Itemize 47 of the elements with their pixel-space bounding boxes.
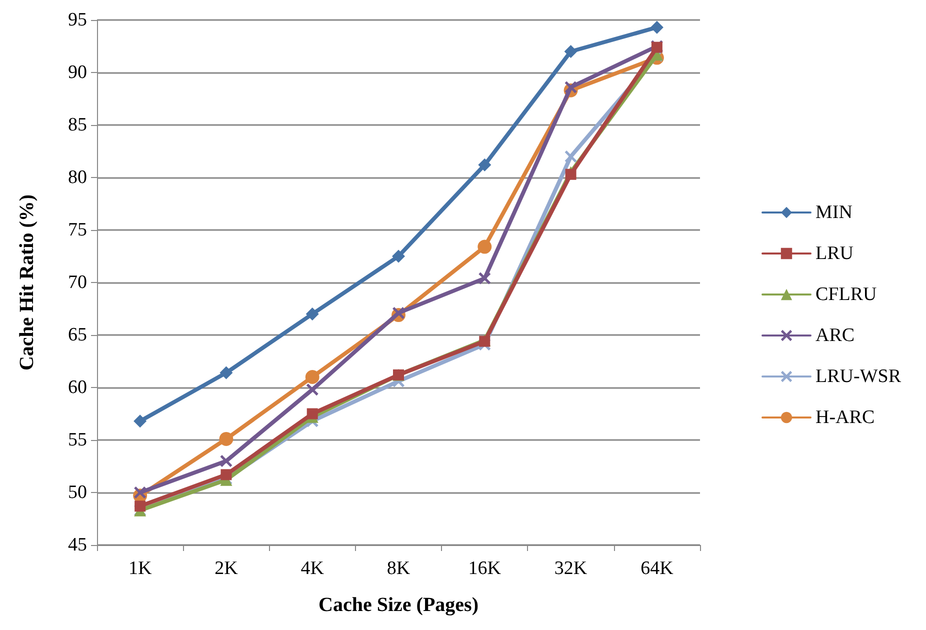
legend-label: MIN (816, 202, 853, 223)
point (306, 408, 318, 420)
y-tick-label: 45 (68, 534, 87, 556)
point (219, 432, 234, 446)
point (478, 240, 492, 254)
x-tick-label: 16K (468, 558, 502, 579)
point (220, 455, 232, 467)
legend-label: H-ARC (816, 407, 875, 428)
point (564, 150, 577, 162)
x-tick-label: 2K (214, 558, 238, 579)
point (220, 469, 232, 480)
point (134, 486, 146, 498)
y-tick-label: 85 (68, 114, 87, 136)
point (650, 20, 664, 34)
legend-label: CFLRU (816, 284, 878, 305)
point (134, 414, 147, 428)
point (565, 168, 576, 180)
legend-label: LRU (816, 243, 854, 264)
point (220, 366, 233, 380)
x-tick-label: 1K (128, 558, 152, 579)
point (306, 308, 319, 320)
x-axis-title: Cache Size (Pages) (318, 594, 478, 616)
y-tick-label: 50 (68, 482, 87, 503)
y-tick-label: 75 (68, 220, 87, 240)
y-tick-label: 70 (68, 272, 87, 293)
x-tick-label: 4K (300, 558, 324, 579)
y-tick-label: 60 (68, 377, 87, 398)
point (564, 45, 578, 58)
point (134, 500, 146, 512)
y-tick-label: 55 (68, 430, 87, 450)
point (305, 370, 320, 384)
legend-label: ARC (816, 325, 855, 346)
x-tick-label: 32K (554, 558, 588, 579)
y-tick-label: 80 (68, 167, 87, 188)
y-tick-label: 90 (68, 62, 87, 83)
point (478, 272, 491, 284)
x-tick-label: 8K (386, 558, 410, 579)
point (306, 384, 318, 396)
x-tick-label: 64K (640, 558, 674, 579)
point (392, 250, 405, 263)
point (392, 306, 404, 319)
legend-label: LRU-WSR (816, 366, 902, 387)
y-tick-label: 65 (68, 324, 87, 346)
point (478, 158, 492, 172)
y-axis-title: Cache Hit Ratio (%) (16, 194, 38, 371)
y-tick-label: 95 (68, 10, 87, 30)
point (564, 81, 577, 94)
